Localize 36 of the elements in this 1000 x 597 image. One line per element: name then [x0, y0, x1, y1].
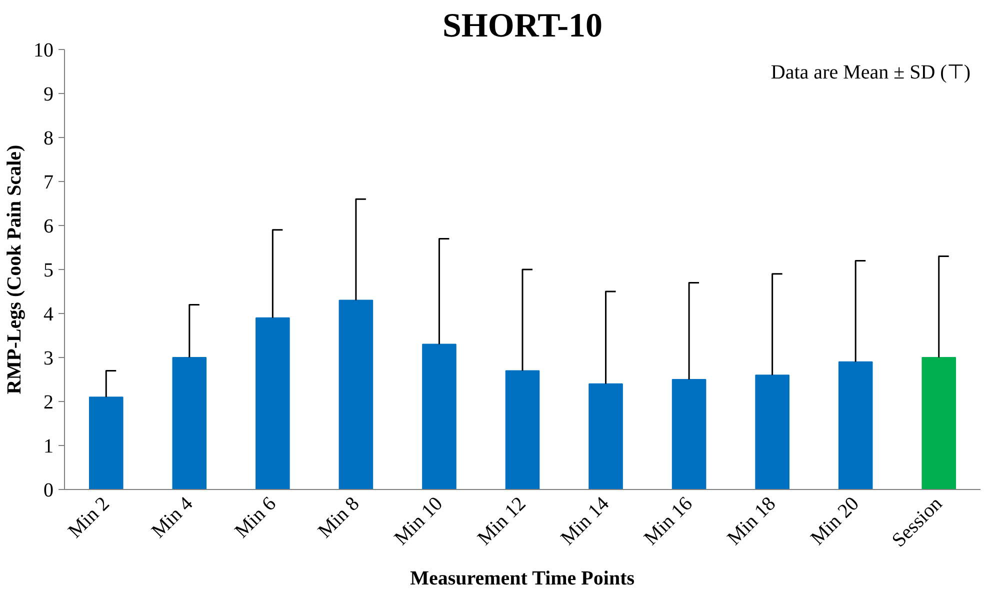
x-tick-label: Min 4 [147, 492, 198, 542]
chart-title: SHORT-10 [442, 8, 603, 44]
x-tick-label: Min 16 [640, 492, 697, 550]
x-tick-label: Min 12 [473, 492, 530, 550]
y-tick-label: 3 [44, 348, 54, 370]
y-tick-label: 4 [44, 304, 54, 326]
x-tick-label: Min 6 [230, 492, 280, 542]
y-tick-label: 7 [44, 172, 54, 194]
y-tick-label: 1 [44, 436, 54, 458]
y-axis-title: RMP-Legs (Cook Pain Scale) [4, 144, 26, 394]
x-axis-title: Measurement Time Points [410, 567, 635, 590]
x-tick-label: Min 2 [64, 492, 114, 542]
bar [338, 300, 374, 490]
bar [88, 396, 124, 490]
x-tick-label: Min 18 [723, 492, 780, 550]
bar [755, 374, 790, 490]
bar [172, 357, 207, 490]
bar [505, 370, 540, 490]
y-tick-label: 8 [44, 128, 54, 150]
bar [256, 317, 290, 490]
bar [422, 344, 456, 490]
y-tick-label: 9 [44, 84, 54, 106]
y-tick-label: 5 [44, 260, 54, 282]
y-tick-label: 2 [44, 392, 54, 414]
y-tick-label: 6 [44, 216, 54, 238]
bar [672, 379, 706, 490]
x-tick-label: Min 8 [314, 492, 364, 542]
bar [922, 357, 956, 490]
bar [838, 361, 873, 490]
annotation: Data are Mean ± SD (⊤) [770, 62, 971, 84]
y-tick-label: 0 [44, 480, 54, 502]
y-tick-label: 10 [34, 40, 54, 62]
x-tick-label: Min 14 [556, 492, 614, 550]
bar [588, 383, 623, 490]
x-tick-label: Min 20 [806, 492, 864, 550]
x-tick-label: Min 10 [390, 492, 448, 550]
